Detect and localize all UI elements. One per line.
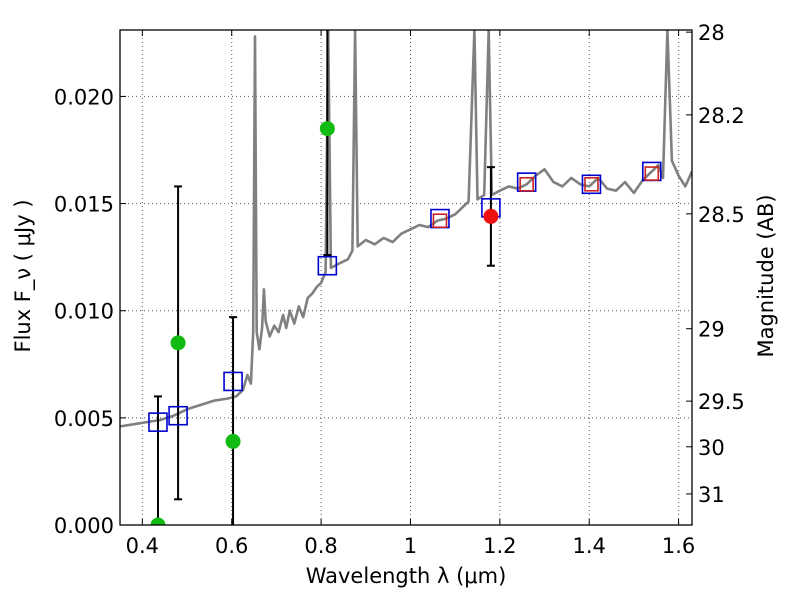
x-tick-label: 0.4 (126, 534, 159, 558)
right-tick-label: 30 (698, 436, 725, 460)
observed-point (225, 433, 241, 449)
right-tick-label: 28 (698, 21, 725, 45)
observed-point (319, 121, 335, 137)
axis-ticks: 0.4 0.6 0.8 1 1.2 1.4 1.6 0.000 0.005 0.010 0.015 0… (54, 21, 745, 558)
x-tick-label: 1.6 (662, 534, 695, 558)
observed-point (170, 335, 186, 351)
x-tick-label: 1.4 (573, 534, 606, 558)
model-square (581, 174, 602, 195)
x-tick-label: 1 (404, 534, 417, 558)
x-tick-label: 0.8 (304, 534, 337, 558)
model-square (519, 176, 534, 192)
right-tick-label: 29 (698, 318, 725, 342)
right-tick-label: 28.5 (698, 203, 745, 227)
observed-point (150, 517, 166, 525)
y-axis-label: Flux F_ν ( μJy ) (11, 199, 36, 352)
sed-line (120, 30, 692, 428)
y-axis-label-right: Magnitude (AB) (754, 194, 778, 357)
y-tick-label: 0.010 (54, 300, 114, 324)
plot-area (120, 30, 692, 525)
model-square (223, 371, 243, 392)
right-tick-label: 28.2 (698, 104, 745, 128)
model-square (584, 176, 599, 192)
model-square (168, 405, 188, 426)
x-axis-label: Wavelength λ (μm) (306, 564, 507, 588)
model-square (432, 213, 448, 229)
model-square (644, 166, 660, 181)
x-tick-label: 1.2 (483, 534, 516, 558)
right-tick-label: 31 (698, 483, 725, 507)
model-square (317, 255, 338, 276)
y-tick-label: 0.005 (54, 407, 114, 431)
observed-point (483, 208, 499, 224)
right-tick-label: 29.5 (698, 390, 745, 414)
x-tick-label: 0.6 (215, 534, 248, 558)
y-tick-label: 0.015 (54, 193, 114, 217)
y-tick-label: 0.000 (54, 514, 114, 538)
grid (120, 30, 692, 526)
y-tick-label: 0.020 (54, 85, 114, 109)
model-square (148, 412, 168, 432)
plot-frame (119, 29, 693, 526)
